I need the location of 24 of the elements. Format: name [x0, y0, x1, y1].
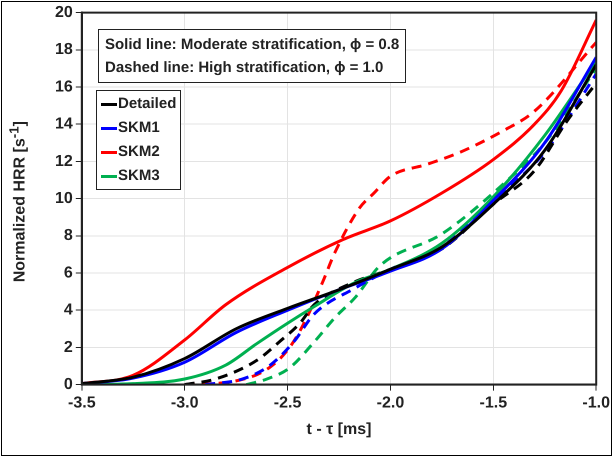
legend-label: SKM3 [118, 167, 160, 184]
x-tick-label: -2.0 [376, 394, 404, 412]
x-axis-title: t - τ [ms] [306, 420, 372, 438]
x-tick-label: -1.5 [480, 394, 508, 412]
annotation: Solid line: Moderate stratification, ϕ = 0.8 [105, 35, 400, 55]
y-tick-label: 0 [64, 376, 73, 394]
y-tick-label: 12 [55, 152, 73, 170]
y-tick-label: 18 [55, 41, 73, 58]
legend-label: SKM2 [118, 143, 160, 160]
x-tick-label: -2.5 [274, 394, 302, 412]
y-tick-label: 20 [55, 4, 73, 22]
y-tick-label: 8 [64, 227, 73, 244]
x-tick-label: -3.0 [170, 394, 199, 412]
legend-label: SKM1 [118, 119, 160, 136]
x-tick-label: -1.0 [582, 394, 610, 412]
x-tick-label: -3.5 [68, 394, 96, 412]
y-tick-label: 10 [55, 190, 73, 208]
y-tick-label: 14 [55, 116, 73, 133]
y-tick-label: 6 [64, 264, 73, 282]
y-tick-label: 4 [64, 302, 73, 319]
annotation: Dashed line: High stratification, ϕ = 1.0 [105, 58, 384, 78]
y-tick-label: 16 [55, 78, 73, 96]
y-tick-label: 2 [64, 338, 73, 356]
legend-label: Detailed [118, 95, 176, 112]
